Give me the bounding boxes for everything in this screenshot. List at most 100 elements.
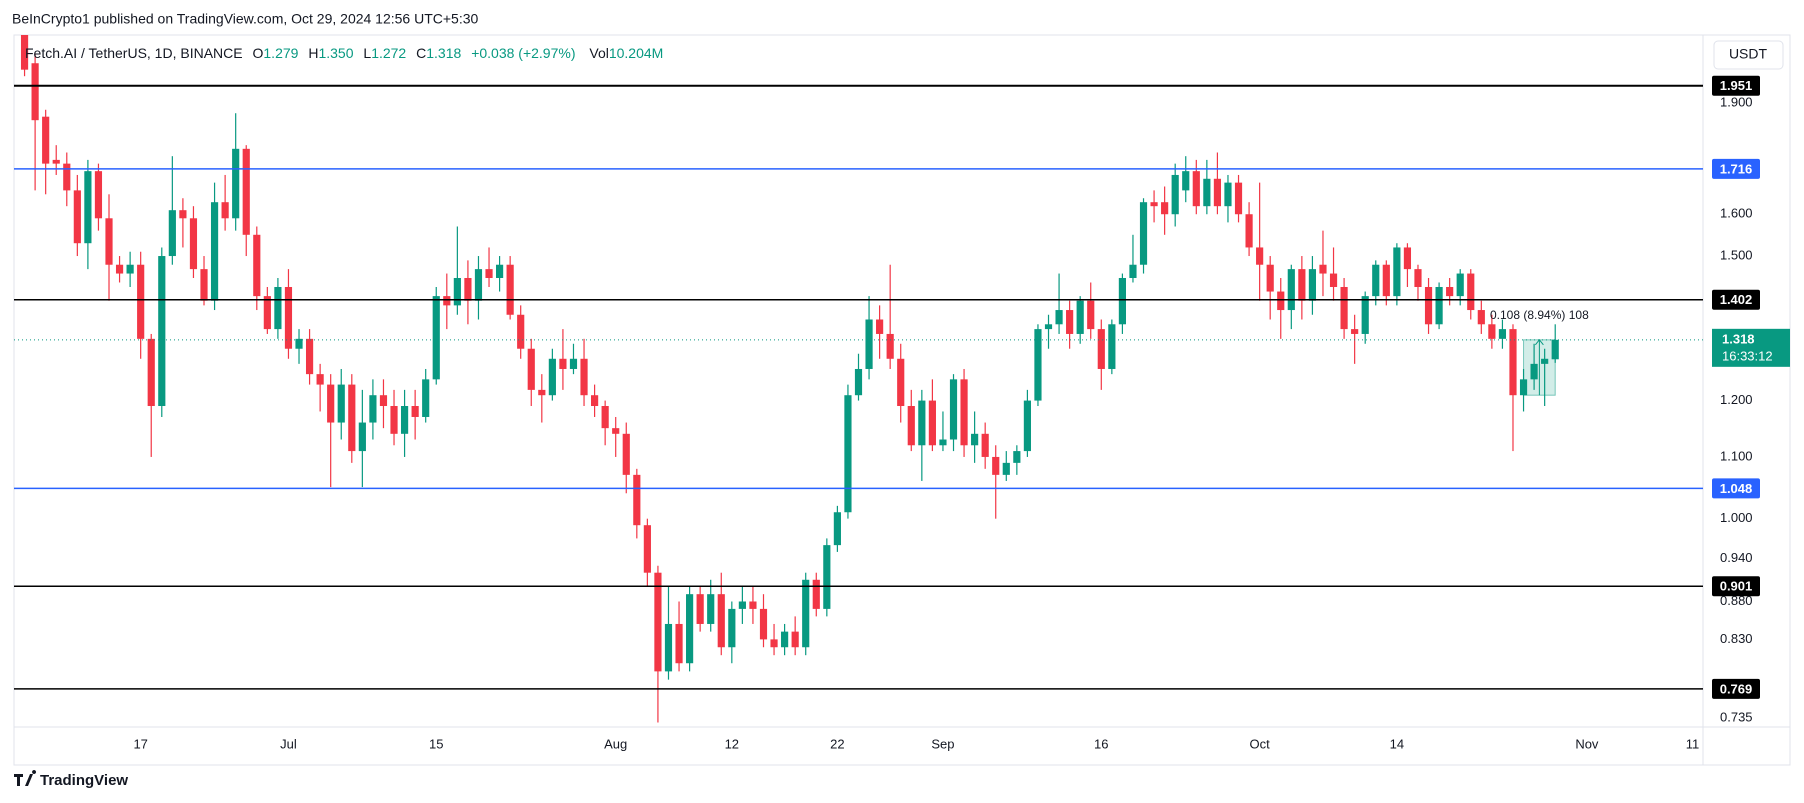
- level-label-box: [1712, 678, 1760, 699]
- x-tick-label: Nov: [1575, 736, 1599, 751]
- candle-body: [823, 545, 831, 609]
- candle-body: [939, 439, 947, 446]
- high-value: 1.350: [318, 45, 353, 61]
- candle-body: [1467, 273, 1475, 311]
- candle-body: [158, 256, 166, 407]
- candle-body: [1044, 324, 1053, 330]
- candle-body: [1541, 358, 1549, 364]
- high-label: H: [308, 45, 318, 61]
- last-price-label: 1.318: [1722, 331, 1755, 346]
- candle-body: [580, 358, 588, 396]
- candle-body: [1224, 182, 1232, 207]
- countdown-label: 16:33:12: [1722, 348, 1773, 363]
- candle-body: [1277, 291, 1285, 311]
- candle-body: [749, 601, 757, 609]
- candle-body: [1308, 269, 1317, 301]
- change-value: +0.038 (+2.97%): [471, 45, 575, 61]
- candle-body: [876, 319, 884, 334]
- legend: Fetch.AI / TetherUS, 1D, BINANCE O1.279 …: [25, 45, 663, 61]
- x-tick-label: 16: [1094, 736, 1108, 751]
- candle-body: [538, 389, 546, 396]
- candle-body: [527, 348, 535, 390]
- candle-body: [20, 35, 29, 70]
- chart-frame: [13, 34, 1791, 766]
- level-label-box: [1712, 75, 1760, 96]
- candle-body: [453, 277, 461, 306]
- candle-body: [517, 314, 525, 349]
- candle-body: [802, 579, 810, 648]
- x-tick-label: 15: [429, 736, 443, 751]
- candle-body: [379, 395, 388, 407]
- candle-body: [992, 456, 1000, 475]
- candle-body: [1002, 462, 1010, 475]
- candle-body: [844, 395, 852, 513]
- candle-body: [897, 358, 905, 407]
- candle-body: [84, 171, 92, 244]
- candle-body: [305, 338, 314, 375]
- candle-body: [443, 296, 451, 306]
- y-tick-label: 1.500: [1720, 247, 1753, 262]
- candle-body: [1361, 296, 1369, 334]
- y-tick-label: 0.735: [1720, 710, 1753, 725]
- candle-body: [1087, 300, 1095, 330]
- candle-body: [1139, 202, 1148, 265]
- candle-body: [591, 395, 599, 407]
- close-label: C: [416, 45, 426, 61]
- candle-body: [105, 218, 113, 265]
- measure-label: 0.108 (8.94%) 108: [1490, 308, 1589, 322]
- candle-body: [1076, 300, 1084, 334]
- volume-label: Vol: [589, 45, 608, 61]
- candle-body: [1488, 324, 1496, 339]
- candle-body: [348, 384, 356, 452]
- currency-label: USDT: [1729, 46, 1768, 62]
- candle-body: [1456, 273, 1464, 297]
- candle-body: [274, 286, 282, 330]
- candle-body: [664, 623, 673, 672]
- candle-body: [675, 623, 683, 664]
- candle-body: [1234, 182, 1243, 215]
- candle-body: [179, 210, 187, 219]
- candle-body: [548, 358, 556, 396]
- x-tick-label: Oct: [1250, 736, 1271, 751]
- open-label: O: [253, 45, 264, 61]
- candle-body: [1446, 286, 1454, 297]
- measure-arrowhead: [1534, 339, 1544, 346]
- candle-body: [1298, 269, 1306, 301]
- candle-body: [253, 234, 261, 297]
- candle-body: [1509, 329, 1517, 396]
- candle-body: [1182, 171, 1190, 191]
- candle-body: [316, 374, 324, 385]
- candle-body: [126, 264, 134, 274]
- candle-body: [242, 148, 250, 235]
- y-tick-label: 0.940: [1720, 550, 1753, 565]
- currency-button[interactable]: [1713, 40, 1784, 70]
- candle-body: [886, 333, 894, 359]
- candle-body: [1013, 451, 1021, 463]
- candle-body: [1477, 310, 1485, 325]
- candle-body: [284, 286, 293, 349]
- candle-body: [432, 296, 440, 380]
- candle-body: [1097, 329, 1105, 369]
- candle-body: [1351, 329, 1359, 334]
- candle-body: [1414, 269, 1422, 287]
- candle-body: [73, 190, 81, 244]
- candle-body: [1319, 264, 1327, 274]
- y-tick-label: 0.880: [1720, 593, 1753, 608]
- candle-body: [42, 116, 50, 164]
- candle-body: [1266, 264, 1274, 292]
- publish-header: BeInCrypto1 published on TradingView.com…: [12, 11, 479, 27]
- candle-body: [1108, 324, 1116, 369]
- low-label: L: [363, 45, 371, 61]
- candle-body: [738, 601, 746, 609]
- candle-body: [686, 594, 694, 664]
- candle-body: [854, 368, 863, 396]
- candle-body: [1171, 174, 1179, 215]
- candle-body: [759, 608, 768, 640]
- candle-body: [1424, 286, 1433, 325]
- candle-body: [63, 163, 71, 191]
- brand-name: TradingView: [40, 772, 128, 789]
- candle-body: [812, 579, 820, 609]
- candle-body: [232, 148, 240, 219]
- x-tick-label: Aug: [604, 736, 627, 751]
